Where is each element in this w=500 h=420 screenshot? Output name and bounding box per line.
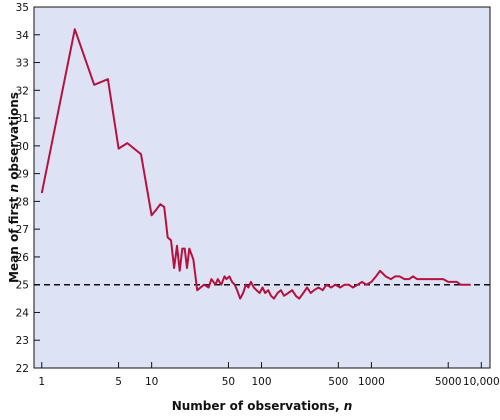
y-axis: 22 23 24 25 26 27 28 29 30 31 32 33 34 35 — [16, 2, 40, 375]
y-axis-title: Mean of first n observations — [7, 92, 21, 283]
x-tick-label: 500 — [328, 376, 348, 388]
x-tick-label: 1000 — [358, 376, 385, 388]
y-tick-label: 31 — [16, 113, 29, 125]
y-tick-label: 34 — [16, 30, 30, 42]
plot-background — [34, 7, 490, 368]
y-tick-label: 32 — [16, 85, 29, 97]
x-tick-label: 5 — [115, 376, 122, 388]
y-tick-label: 28 — [16, 196, 29, 208]
y-tick-label: 30 — [16, 141, 29, 153]
y-tick-label: 23 — [16, 335, 29, 347]
y-tick-label: 26 — [16, 252, 30, 264]
series-line — [40, 28, 471, 300]
y-axis-title-variable: n — [7, 184, 21, 193]
x-tick-label: 10 — [145, 376, 158, 388]
x-axis: 1 5 10 50 100 500 1000 5000 10,000 — [38, 362, 500, 388]
y-tick-label: 35 — [16, 2, 29, 14]
x-tick-label: 5000 — [435, 376, 462, 388]
x-axis-title-prefix: Number of observations, — [172, 399, 344, 413]
y-tick-label: 24 — [16, 307, 30, 319]
x-axis-title: Number of observations, n — [172, 399, 353, 413]
x-tick-label: 100 — [252, 376, 272, 388]
y-axis-title-suffix: observations — [7, 92, 21, 184]
y-axis-title-prefix: Mean of first — [7, 193, 21, 283]
y-tick-label: 27 — [16, 224, 29, 236]
x-tick-label: 10,000 — [463, 376, 500, 388]
y-tick-label: 29 — [16, 169, 29, 181]
x-tick-label: 50 — [222, 376, 235, 388]
y-tick-label: 22 — [16, 363, 29, 375]
plot-frame — [33, 6, 491, 369]
x-axis-title-variable: n — [344, 399, 353, 413]
y-tick-label: 33 — [16, 58, 29, 70]
x-tick-label: 1 — [38, 376, 45, 388]
y-tick-label: 25 — [16, 280, 29, 292]
